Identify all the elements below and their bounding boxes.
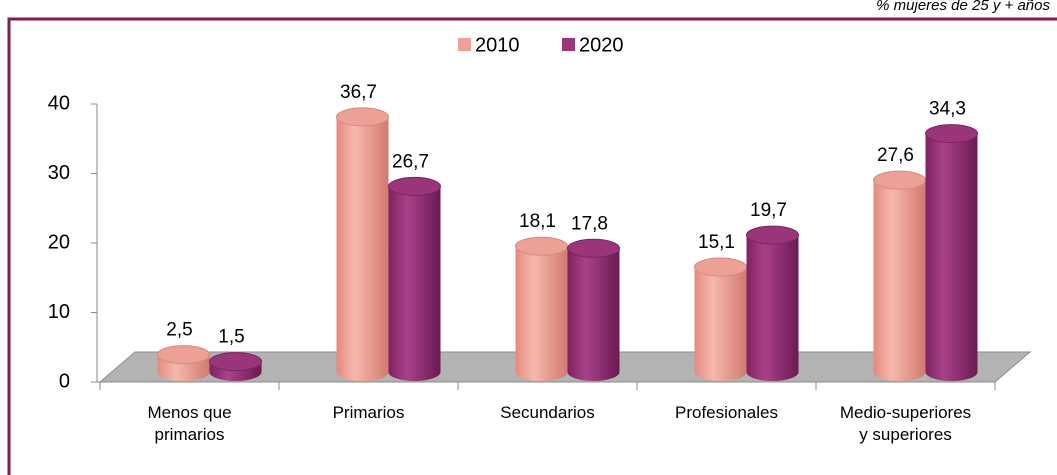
legend-label: 2020 [579,34,624,56]
legend-label: 2010 [475,34,520,56]
x-tick-label: Menos que primarios [147,403,232,444]
bar-top [873,170,926,190]
cylinder [157,345,210,381]
value-label: 26,7 [392,151,429,172]
value-label: 19,7 [750,200,787,221]
bar [336,116,389,381]
cylinder [694,257,747,381]
subtitle: % mujeres de 25 y + años [876,0,1050,14]
bar [746,235,799,381]
legend-swatch [562,38,575,51]
bar [567,248,620,381]
value-label: 36,7 [340,82,377,103]
bar [388,186,441,381]
value-label: 18,1 [519,211,556,232]
legend-swatch [458,38,471,51]
bar-top [925,124,978,144]
bar [694,267,747,381]
x-tick-label: Primarios [332,403,405,422]
value-label: 17,8 [571,213,608,234]
cylinder [515,236,568,381]
cylinder [925,124,978,381]
bar-top [157,345,210,365]
bar-top [567,238,620,258]
cylinder [567,238,620,381]
y-tick-label: 30 [48,162,70,184]
x-tick-label: Secundarios [500,403,595,422]
bar [515,246,568,381]
bar-top [746,225,799,245]
value-label: 2,5 [166,320,192,341]
y-tick-label: 0 [59,370,70,392]
bar-top [515,236,568,256]
y-tick-label: 40 [48,92,70,114]
frame [7,17,1057,475]
value-label: 27,6 [877,145,914,166]
bar-top [694,257,747,277]
bar-top [336,107,389,127]
bar [873,180,926,381]
value-label: 15,1 [698,232,735,253]
value-label: 34,3 [929,99,966,120]
value-label: 1,5 [218,327,244,348]
cylinder [209,352,262,381]
cylinder [388,176,441,381]
cylinder [336,107,389,381]
y-tick-label: 20 [48,231,70,253]
x-tick-label: Profesionales [674,403,778,422]
cylinder [873,170,926,381]
cylinder [746,225,799,381]
bar-top [209,352,262,372]
bar-top [388,176,441,196]
y-tick-label: 10 [48,301,70,323]
bar [925,133,978,381]
x-tick-label: Medio-superiores y superiores [839,403,972,444]
